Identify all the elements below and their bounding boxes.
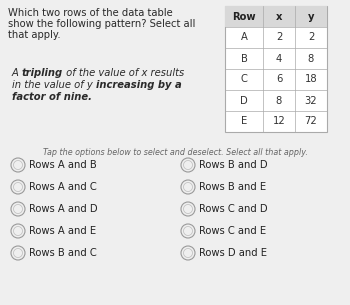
Text: A: A [12, 68, 22, 78]
Text: factor of nine.: factor of nine. [12, 92, 92, 102]
Text: Which two rows of the data table: Which two rows of the data table [8, 8, 173, 18]
Text: x: x [276, 12, 282, 21]
Text: 8: 8 [308, 53, 314, 63]
Text: tripling: tripling [22, 68, 63, 78]
Text: 18: 18 [305, 74, 317, 84]
Text: Rows A and D: Rows A and D [29, 204, 98, 214]
Text: E: E [241, 117, 247, 127]
Text: y: y [308, 12, 314, 21]
Text: Rows B and E: Rows B and E [199, 182, 266, 192]
Text: Rows B and D: Rows B and D [199, 160, 268, 170]
Text: Row: Row [232, 12, 256, 21]
Text: show the following pattern? Select all: show the following pattern? Select all [8, 19, 195, 29]
Text: C: C [240, 74, 247, 84]
Text: Rows C and E: Rows C and E [199, 226, 266, 236]
Text: 32: 32 [305, 95, 317, 106]
Text: Rows A and C: Rows A and C [29, 182, 97, 192]
Text: 8: 8 [276, 95, 282, 106]
Text: 2: 2 [276, 33, 282, 42]
Text: D: D [240, 95, 248, 106]
Text: B: B [240, 53, 247, 63]
Text: in the value of y: in the value of y [12, 80, 96, 90]
Text: Rows B and C: Rows B and C [29, 248, 97, 258]
FancyBboxPatch shape [225, 6, 327, 27]
Text: Rows A and B: Rows A and B [29, 160, 97, 170]
Text: Rows D and E: Rows D and E [199, 248, 267, 258]
Text: that apply.: that apply. [8, 30, 61, 40]
Text: Rows A and E: Rows A and E [29, 226, 96, 236]
Text: A: A [240, 33, 247, 42]
FancyBboxPatch shape [225, 6, 327, 132]
Text: increasing by a: increasing by a [96, 80, 182, 90]
Text: Rows C and D: Rows C and D [199, 204, 268, 214]
Text: 2: 2 [308, 33, 314, 42]
Text: 6: 6 [276, 74, 282, 84]
Text: of the value of x results: of the value of x results [63, 68, 184, 78]
Text: Tap the options below to select and deselect. Select all that apply.: Tap the options below to select and dese… [43, 148, 307, 157]
Text: 4: 4 [276, 53, 282, 63]
Text: 12: 12 [273, 117, 285, 127]
Text: 72: 72 [304, 117, 317, 127]
